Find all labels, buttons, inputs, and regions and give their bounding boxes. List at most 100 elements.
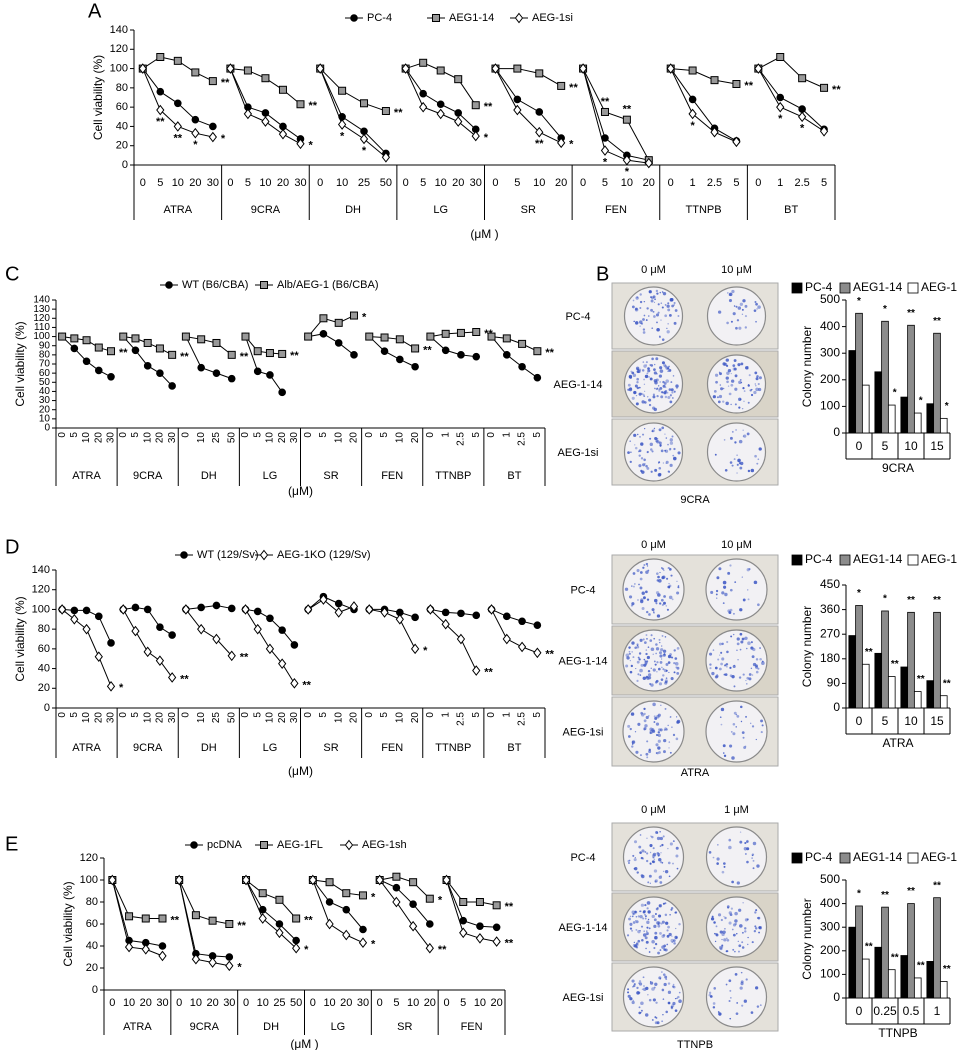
colony	[730, 907, 733, 910]
colony	[661, 861, 664, 864]
colony	[638, 658, 641, 661]
colony	[669, 568, 672, 571]
colony	[750, 468, 755, 473]
colony	[648, 398, 652, 402]
colony	[628, 375, 633, 379]
colony	[653, 721, 656, 723]
y-tick-label: 10	[39, 413, 51, 424]
colony	[672, 939, 676, 942]
dose-label: 5	[471, 712, 482, 718]
series-line	[185, 609, 233, 657]
colony	[715, 925, 718, 928]
series-line	[178, 879, 230, 925]
colony	[734, 919, 738, 923]
colony	[655, 733, 659, 737]
colony	[661, 988, 665, 992]
marker	[419, 101, 428, 113]
series-line	[757, 68, 825, 130]
significance: **	[623, 104, 632, 116]
colony	[672, 985, 675, 988]
colony	[715, 380, 718, 384]
colony	[673, 661, 676, 665]
colony	[643, 719, 647, 723]
colony	[719, 372, 722, 376]
significance: *	[857, 889, 861, 900]
colony	[671, 397, 674, 399]
colony	[745, 366, 749, 370]
marker	[278, 128, 288, 140]
colony	[728, 921, 732, 925]
bar	[855, 905, 863, 999]
colony	[742, 435, 745, 437]
colony	[646, 565, 649, 567]
series-line	[319, 68, 387, 158]
colony	[674, 997, 677, 1000]
photo-caption: TTNPB	[677, 1039, 713, 1050]
colony	[736, 642, 740, 646]
colony	[640, 1009, 643, 1012]
colony	[636, 568, 640, 573]
significance: *	[438, 895, 443, 907]
marker	[191, 911, 200, 920]
series-line	[178, 879, 230, 958]
marker	[158, 950, 167, 962]
colony	[728, 392, 732, 396]
colony	[660, 875, 662, 877]
colony	[742, 598, 746, 602]
group-label: SR	[323, 470, 338, 482]
significance: *	[304, 944, 309, 956]
colony	[646, 907, 649, 910]
marker	[82, 336, 91, 345]
dose-label: 0	[243, 997, 249, 1009]
colony	[649, 639, 653, 642]
colony	[714, 666, 718, 670]
marker	[441, 346, 450, 355]
colony	[655, 647, 660, 651]
marker	[253, 623, 262, 635]
group-label: 9CRA	[133, 470, 163, 482]
colony	[728, 292, 733, 297]
dose-label: 10	[474, 997, 486, 1009]
series-line	[495, 68, 562, 144]
colony	[661, 920, 665, 924]
marker	[156, 87, 165, 96]
x-tick-label: 0.5	[903, 1004, 920, 1018]
colony	[654, 468, 658, 472]
colony	[661, 576, 665, 580]
y-tick-label: 450	[820, 577, 840, 591]
colony	[753, 309, 757, 312]
colony	[627, 994, 631, 998]
colony	[754, 300, 757, 304]
series-line	[142, 68, 214, 127]
colony	[730, 383, 734, 387]
colony	[636, 644, 639, 647]
colony	[666, 327, 668, 329]
significance: **	[240, 351, 249, 363]
colony	[634, 446, 638, 450]
group-label: FEN	[381, 742, 403, 754]
colony	[632, 913, 635, 916]
colony	[649, 727, 653, 732]
bar	[907, 324, 915, 434]
bar	[874, 946, 883, 999]
bar	[848, 635, 857, 709]
series-line	[312, 879, 364, 896]
colony	[666, 577, 669, 580]
colony	[664, 707, 667, 710]
colony	[675, 936, 678, 939]
colony	[734, 581, 737, 583]
marker	[212, 369, 221, 377]
colony	[652, 395, 656, 399]
dose-label: 20	[277, 432, 288, 444]
marker	[82, 606, 91, 615]
colony	[757, 382, 760, 386]
colony	[661, 567, 665, 571]
colony	[631, 371, 635, 375]
colony	[652, 998, 656, 1002]
colony	[632, 921, 636, 924]
colony	[652, 668, 656, 672]
marker	[70, 334, 79, 343]
colony	[643, 383, 646, 385]
dish	[705, 966, 768, 1028]
colony	[658, 728, 661, 732]
